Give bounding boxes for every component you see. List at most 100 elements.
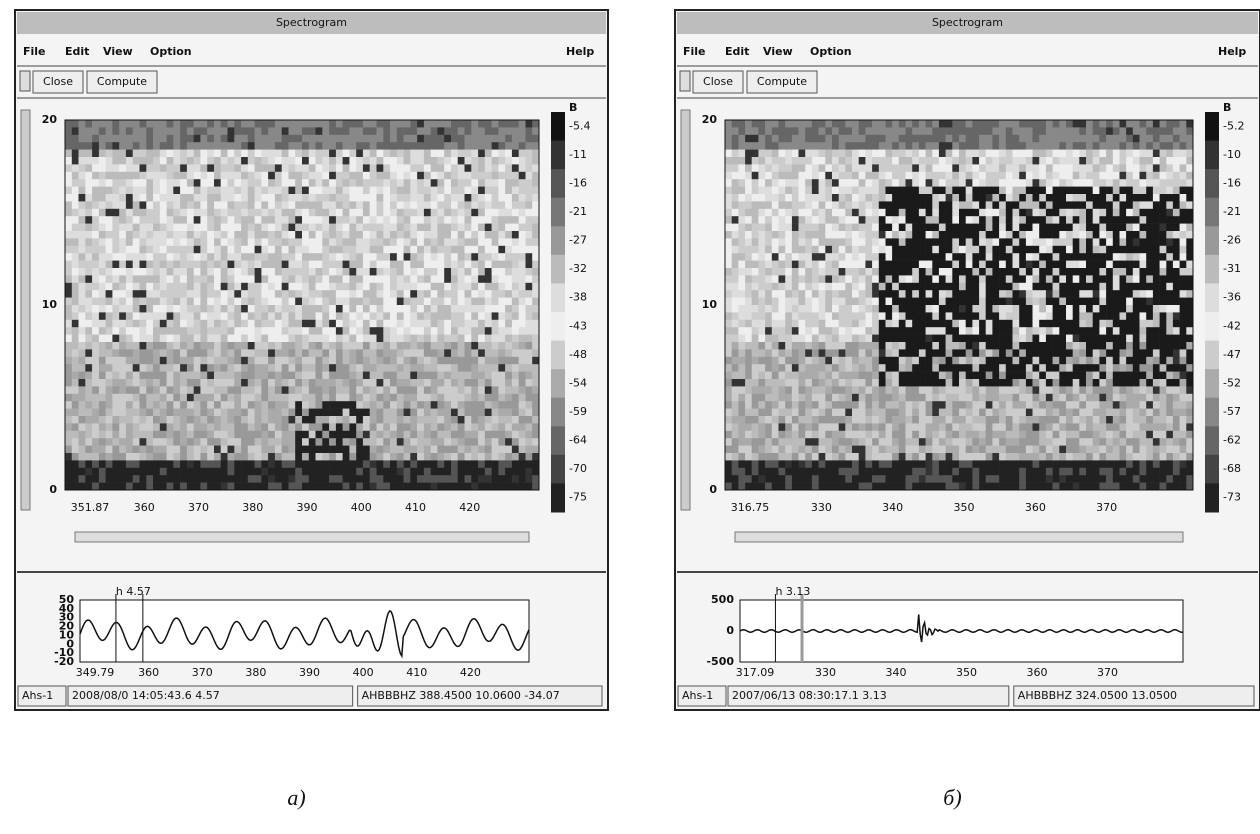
spectrogram-cell (519, 268, 526, 276)
spectrogram-cell (437, 231, 444, 239)
spectrogram-cell (261, 142, 268, 150)
spectrogram-cell (363, 216, 370, 224)
menu-item[interactable]: Edit (725, 45, 749, 58)
spectrogram-cell (79, 409, 86, 417)
spectrogram-cell (424, 335, 431, 343)
spectrogram-cell (200, 157, 207, 165)
spectrogram-cell (478, 394, 485, 402)
menu-item[interactable]: File (23, 45, 46, 58)
spectrogram-cell (316, 224, 323, 232)
menu-item[interactable]: Option (810, 45, 852, 58)
spectrogram-cell (478, 172, 485, 180)
spectrogram-cell (133, 238, 140, 246)
spectrogram-cell (999, 164, 1006, 172)
spectrogram-cell (404, 209, 411, 217)
spectrogram-cell (268, 320, 275, 328)
spectrogram-cell (173, 290, 180, 298)
spectrogram-cell (343, 468, 350, 476)
spectrogram-cell (329, 283, 336, 291)
spectrogram-cell (140, 327, 147, 335)
spectrogram-cell (738, 179, 745, 187)
button-label[interactable]: Close (43, 75, 73, 88)
spectrogram-cell (799, 231, 806, 239)
spectrogram-cell (845, 194, 852, 202)
spectrogram-cell (852, 253, 859, 261)
spectrogram-cell (812, 246, 819, 254)
spectrogram-cell (492, 349, 499, 357)
spectrogram-cell (234, 157, 241, 165)
spectrogram-cell (465, 261, 472, 269)
spectrogram-cell (349, 364, 356, 372)
spectrogram-cell (289, 150, 296, 158)
spectrogram-cell (295, 409, 302, 417)
spectrogram-cell (140, 135, 147, 143)
spectrogram-cell (275, 475, 282, 483)
spectrogram-cell (404, 446, 411, 454)
colorbar-segment (551, 455, 565, 484)
spectrogram-cell (370, 342, 377, 350)
menu-item[interactable]: Help (566, 45, 594, 58)
spectrogram-cell (1106, 246, 1113, 254)
button-label[interactable]: Compute (757, 75, 807, 88)
spectrogram-cell (417, 423, 424, 431)
spectrogram-cell (1106, 216, 1113, 224)
spectrogram-cell (852, 216, 859, 224)
spectrogram-cell (519, 394, 526, 402)
spectrogram-cell (248, 342, 255, 350)
spectrogram-cell (745, 157, 752, 165)
spectrogram-cell (526, 187, 533, 195)
spectrogram-cell (437, 446, 444, 454)
spectrogram-cell (1133, 142, 1140, 150)
spectrogram-cell (261, 120, 268, 128)
spectrogram-cell (79, 209, 86, 217)
spectrogram-cell (228, 194, 235, 202)
spectrogram-cell (959, 120, 966, 128)
menu-item[interactable]: View (763, 45, 793, 58)
spectrogram-cell (879, 142, 886, 150)
spectrogram-cell (309, 172, 316, 180)
spectrogram-cell (498, 379, 505, 387)
spectrogram-cell (207, 209, 214, 217)
spectrogram-cell (485, 460, 492, 468)
spectrogram-cell (207, 120, 214, 128)
spectrogram-cell (92, 409, 99, 417)
menu-item[interactable]: View (103, 45, 133, 58)
spectrogram-cell (410, 453, 417, 461)
spectrogram-cell (1126, 135, 1133, 143)
button-label[interactable]: Compute (97, 75, 147, 88)
spectrogram-cell (133, 283, 140, 291)
spectrogram-cell (187, 172, 194, 180)
spectrogram-cell (458, 446, 465, 454)
spectrogram-cell (1053, 164, 1060, 172)
spectrogram-cell (370, 187, 377, 195)
spectrogram-cell (370, 216, 377, 224)
spectrogram-cell (377, 187, 384, 195)
spectrogram-cell (512, 172, 519, 180)
button-label[interactable]: Close (703, 75, 733, 88)
spectrogram-cell (485, 253, 492, 261)
spectrogram-cell (865, 253, 872, 261)
menu-item[interactable]: Help (1218, 45, 1246, 58)
spectrogram-cell (146, 372, 153, 380)
spectrogram-cell (173, 483, 180, 491)
menu-item[interactable]: File (683, 45, 706, 58)
spectrogram-cell (478, 142, 485, 150)
spectrogram-cell (228, 298, 235, 306)
spectrogram-cell (765, 261, 772, 269)
spectrogram-cell (526, 164, 533, 172)
spectrogram-cell (336, 475, 343, 483)
spectrogram-cell (437, 416, 444, 424)
spectrogram-cell (1033, 179, 1040, 187)
menu-item[interactable]: Option (150, 45, 192, 58)
spectrogram-cell (512, 246, 519, 254)
spectrogram-cell (234, 231, 241, 239)
spectrogram-cell (1006, 157, 1013, 165)
spectrogram-cell (248, 298, 255, 306)
spectrogram-cell (153, 438, 160, 446)
spectrogram-cell (79, 438, 86, 446)
spectrogram-cell (745, 187, 752, 195)
spectrogram-cell (1013, 201, 1020, 209)
spectrogram-cell (160, 409, 167, 417)
spectrogram-cell (1059, 238, 1066, 246)
menu-item[interactable]: Edit (65, 45, 89, 58)
